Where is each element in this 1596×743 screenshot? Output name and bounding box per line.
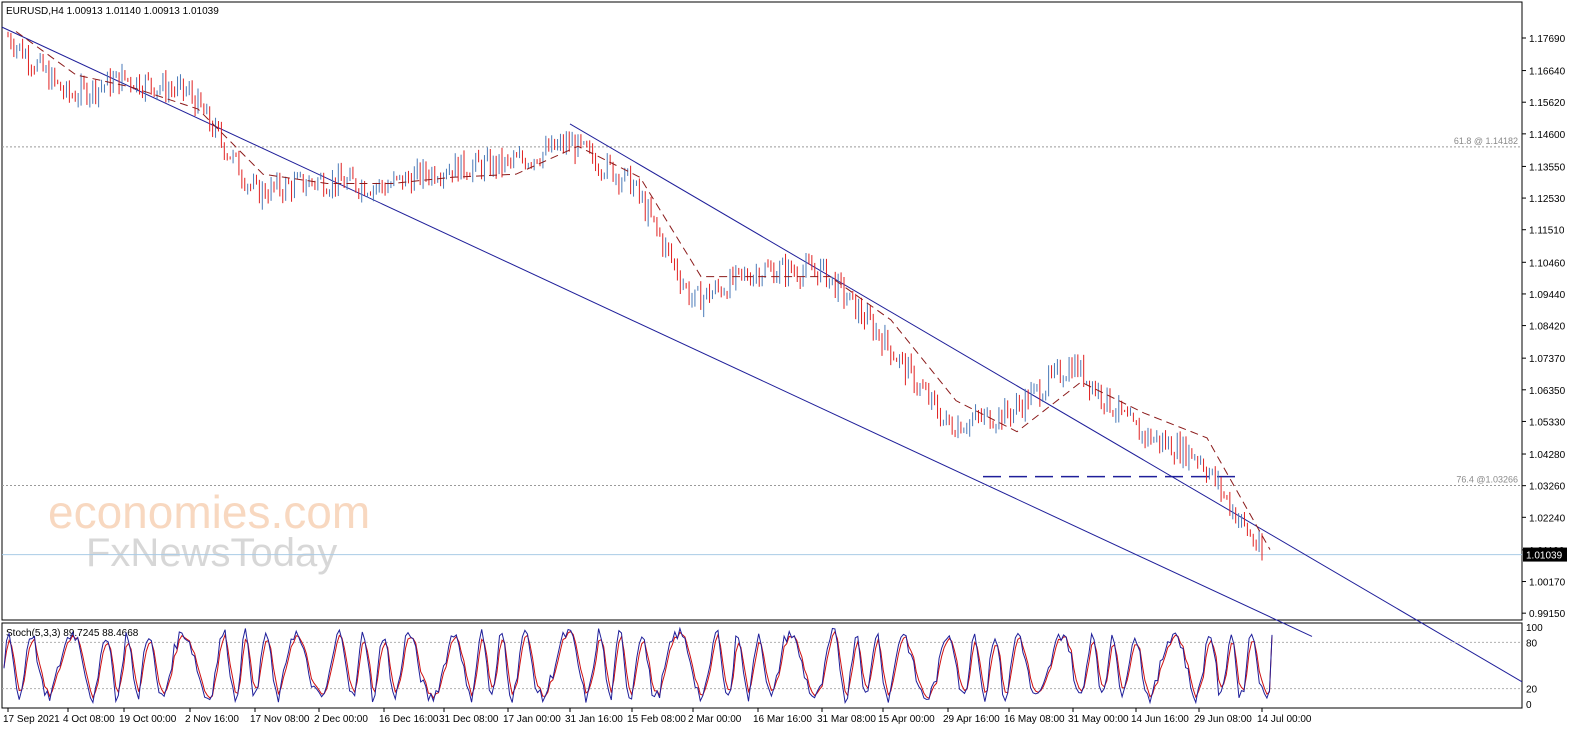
price-axis-label: 0.99150 bbox=[1529, 609, 1566, 620]
price-axis-label: 1.12530 bbox=[1529, 194, 1566, 205]
time-axis-label: 29 Apr 16:00 bbox=[943, 714, 1000, 725]
time-axis-label: 15 Feb 08:00 bbox=[627, 714, 686, 725]
price-axis-label: 1.07370 bbox=[1529, 354, 1566, 365]
time-axis-label: 14 Jul 00:00 bbox=[1257, 714, 1312, 725]
stoch-layer bbox=[2, 626, 1522, 705]
time-axis-label: 2 Nov 16:00 bbox=[185, 714, 239, 725]
time-axis-label: 16 May 08:00 bbox=[1004, 714, 1065, 725]
current-price-box bbox=[1523, 547, 1567, 562]
stoch-main-line bbox=[3, 626, 1273, 705]
price-axis-label: 1.16640 bbox=[1529, 67, 1566, 78]
price-axis-label: 1.02240 bbox=[1529, 513, 1566, 524]
time-axis-label: 17 Sep 2021 bbox=[3, 714, 60, 725]
price-axis-label: 1.08420 bbox=[1529, 322, 1566, 333]
time-axis-label: 16 Dec 16:00 bbox=[379, 714, 439, 725]
price-axis-label: 1.04280 bbox=[1529, 450, 1566, 461]
current-price-label: 1.01039 bbox=[1526, 551, 1563, 562]
price-axis-label: 1.03260 bbox=[1529, 482, 1566, 493]
time-axis-label: 16 Mar 16:00 bbox=[753, 714, 812, 725]
stoch-axis-label: 80 bbox=[1526, 638, 1538, 649]
time-axis-label: 31 May 00:00 bbox=[1068, 714, 1129, 725]
stoch-axis-label: 0 bbox=[1526, 700, 1532, 711]
time-axis-label: 4 Oct 08:00 bbox=[63, 714, 115, 725]
symbol-info: EURUSD,H4 1.00913 1.01140 1.00913 1.0103… bbox=[6, 6, 219, 17]
price-axis-label: 1.09440 bbox=[1529, 290, 1566, 301]
channel-upper-line bbox=[569, 123, 1523, 683]
time-axis-label: 31 Mar 08:00 bbox=[817, 714, 876, 725]
time-axis-label: 2 Mar 00:00 bbox=[688, 714, 742, 725]
time-axis-label: 29 Jun 08:00 bbox=[1194, 714, 1252, 725]
time-axis-label: 15 Apr 00:00 bbox=[878, 714, 935, 725]
time-axis-label: 19 Oct 00:00 bbox=[119, 714, 177, 725]
price-axis-label: 1.10460 bbox=[1529, 258, 1566, 269]
price-axis-label: 1.06350 bbox=[1529, 386, 1566, 397]
watermark-economies: economies.com bbox=[48, 486, 370, 538]
price-axis-label: 1.00170 bbox=[1529, 578, 1566, 589]
axis-layer: 1.17690 1.16640 1.15620 1.14600 1.13550 1.125… bbox=[3, 34, 1567, 725]
time-axis-label: 14 Jun 16:00 bbox=[1131, 714, 1189, 725]
price-axis-label: 1.05330 bbox=[1529, 417, 1566, 428]
price-axis-label: 1.14600 bbox=[1529, 130, 1566, 141]
stoch-axis-label: 100 bbox=[1526, 623, 1543, 634]
price-axis-label: 1.17690 bbox=[1529, 34, 1566, 45]
time-axis-label: 31 Jan 16:00 bbox=[565, 714, 623, 725]
price-axis-label: 1.15620 bbox=[1529, 98, 1566, 109]
fib-level-label: 76.4 @1.03266 bbox=[1456, 474, 1518, 484]
watermark-fxnewstoday: FxNewsToday bbox=[86, 531, 337, 575]
price-axis-label: 1.13550 bbox=[1529, 162, 1566, 173]
stoch-axis-label: 20 bbox=[1526, 685, 1538, 696]
price-layer: 61.8 @ 1.14182 76.4 @1.03266 bbox=[1, 26, 1523, 683]
channel-lower-line bbox=[1, 26, 1313, 637]
fib-level-label: 61.8 @ 1.14182 bbox=[1454, 136, 1518, 146]
price-axis-label: 1.11510 bbox=[1529, 226, 1565, 237]
price-panel bbox=[1, 1, 1523, 621]
time-axis-label: 2 Dec 00:00 bbox=[314, 714, 368, 725]
time-axis-label: 17 Nov 08:00 bbox=[250, 714, 310, 725]
time-axis-label: 31 Dec 08:00 bbox=[439, 714, 499, 725]
time-axis-label: 17 Jan 00:00 bbox=[503, 714, 561, 725]
